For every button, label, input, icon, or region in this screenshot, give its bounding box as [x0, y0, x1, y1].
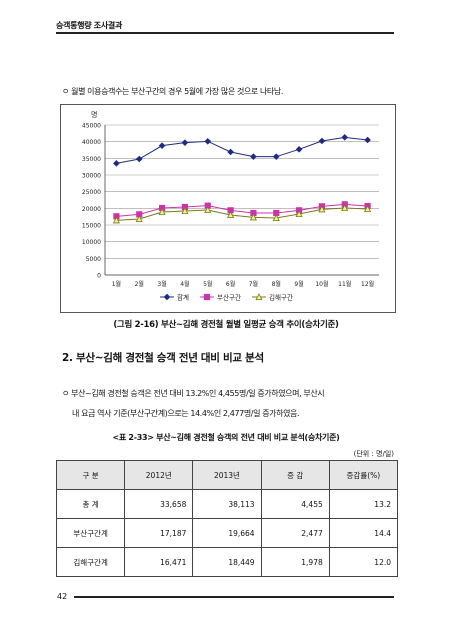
x-tick-label: 6월 — [226, 280, 235, 288]
data-point-series-3 — [135, 215, 143, 222]
table-cell: 17,187 — [124, 518, 194, 548]
data-point-series-1 — [250, 153, 257, 160]
y-tick-label: 40000 — [82, 139, 101, 146]
data-point-series-3 — [295, 210, 303, 217]
data-point-series-3 — [364, 205, 372, 212]
page-number: 42 — [57, 592, 68, 601]
data-point-series-1 — [341, 134, 349, 141]
table-cell: 18,449 — [192, 547, 262, 577]
header-divider — [56, 32, 394, 34]
x-tick-label: 3월 — [157, 280, 166, 288]
table-row-label: 부산구간계 — [55, 518, 126, 548]
figure-caption: (그림 2-16) 부산~김해 경전철 월별 일평균 승객 추이(승차기준) — [113, 320, 339, 330]
legend-label: 부산구간 — [217, 293, 241, 302]
table-cell: 13.2 — [328, 489, 399, 519]
table-row: 김해구간계 16,471 18,449 1,978 12.0 — [55, 547, 399, 577]
table-cell: 16,471 — [124, 547, 194, 577]
y-tick-label: 45000 — [82, 123, 101, 130]
y-tick-label: 25000 — [82, 189, 101, 196]
x-tick-label: 2월 — [135, 280, 144, 288]
table-header-cell: 2013년 — [192, 460, 262, 490]
data-point-series-1 — [158, 142, 166, 149]
y-axis-unit-label: 명 — [91, 110, 97, 119]
table-cell: 4,455 — [260, 489, 330, 519]
series-line-1 — [116, 136, 368, 164]
table-header-cell: 증 감 — [260, 460, 330, 490]
series-line-3 — [116, 207, 368, 221]
table-header-cell: 증감률(%) — [328, 460, 399, 490]
data-point-series-3 — [181, 207, 189, 214]
table-cell: 2,477 — [260, 518, 330, 548]
table-caption: <표 2-33> 부산~김해 경전철 승객의 전년 대비 비교 분석(승차기준) — [112, 433, 340, 442]
data-point-series-1 — [135, 155, 143, 163]
data-point-series-3 — [272, 214, 280, 221]
data-point-series-1 — [227, 148, 234, 156]
data-point-series-1 — [364, 136, 371, 144]
data-point-series-1 — [113, 160, 120, 167]
legend-marker — [163, 293, 171, 301]
monthly-passenger-chart: 명 0 5000 10000 15000 20000 25000 30000 35000 4000… — [60, 104, 396, 313]
table-cell: 1,978 — [260, 547, 330, 577]
y-tick-label: 35000 — [82, 156, 101, 163]
data-point-series-3 — [204, 206, 212, 213]
data-point-series-3 — [249, 213, 257, 221]
data-point-series-3 — [112, 216, 120, 224]
footer-divider — [74, 596, 394, 598]
intro-bullet-text: ㅇ 월별 이용승객수는 부산구간의 경우 5월에 가장 많은 것으로 나타남. — [62, 87, 283, 96]
analysis-paragraph-line-2: 내 요금 역사 기준(부산구간계)으로는 14.4%인 2,477명/일 증가하… — [72, 409, 300, 418]
y-tick-label: 5000 — [86, 256, 101, 263]
running-header-title: 승객통행량 조사결과 — [56, 21, 123, 30]
x-tick-label: 5월 — [203, 280, 212, 288]
table-row: 부산구간계 17,187 19,664 2,477 14.4 — [55, 518, 399, 548]
y-tick-label: 0 — [97, 273, 101, 280]
data-point-series-1 — [181, 139, 189, 146]
y-tick-label: 20000 — [82, 206, 101, 213]
table-cell: 19,664 — [192, 518, 262, 548]
table-cell: 14.4 — [328, 518, 399, 548]
x-tick-label: 10월 — [315, 280, 328, 288]
data-point-series-3 — [158, 208, 166, 215]
legend-label: 합계 — [177, 293, 189, 302]
x-tick-label: 1월 — [112, 280, 121, 288]
table-header-row: 구 분 2012년 2013년 증 감 증감률(%) — [55, 460, 399, 490]
table-cell: 12.0 — [328, 547, 399, 577]
y-tick-label: 10000 — [82, 239, 101, 246]
table-header-cell: 구 분 — [55, 460, 126, 490]
x-tick-label: 4월 — [180, 280, 189, 288]
series-line-2 — [116, 203, 368, 217]
legend-marker — [255, 293, 263, 301]
y-tick-label: 15000 — [82, 223, 101, 230]
table-row: 총 계 33,658 38,113 4,455 13.2 — [55, 489, 399, 519]
table-row-label: 총 계 — [55, 489, 126, 519]
x-tick-label: 7월 — [249, 280, 258, 288]
chart-canvas: 명 0 5000 10000 15000 20000 25000 30000 35000 4000… — [82, 110, 379, 302]
analysis-paragraph-line-1: ㅇ 부산~김해 경전철 승객은 전년 대비 13.2%인 4,455명/일 증가… — [62, 389, 325, 398]
y-tick-label: 30000 — [82, 173, 101, 180]
data-point-series-1 — [272, 153, 280, 160]
table-cell: 38,113 — [192, 489, 262, 519]
section-heading: 2. 부산~김해 경전철 승객 전년 대비 비교 분석 — [62, 352, 264, 364]
data-point-series-3 — [318, 205, 326, 213]
table-cell: 33,658 — [124, 489, 194, 519]
table-header-cell: 2012년 — [124, 460, 194, 490]
x-tick-label: 8월 — [272, 280, 281, 288]
data-point-series-3 — [341, 204, 349, 211]
unit-note: (단위 : 명/일) — [353, 450, 394, 458]
table-row-label: 김해구간계 — [55, 547, 126, 577]
x-tick-label: 11월 — [338, 280, 351, 288]
legend-marker — [203, 293, 211, 301]
data-point-series-1 — [318, 137, 326, 145]
x-tick-label: 9월 — [294, 280, 303, 288]
comparison-table: 구 분 2012년 2013년 증 감 증감률(%) 총 계 33,658 38… — [55, 460, 399, 577]
data-point-series-3 — [227, 211, 235, 218]
legend-label: 김해구간 — [269, 293, 293, 302]
data-point-series-1 — [295, 146, 303, 153]
data-point-series-1 — [204, 138, 212, 145]
x-tick-label: 12월 — [361, 280, 374, 288]
